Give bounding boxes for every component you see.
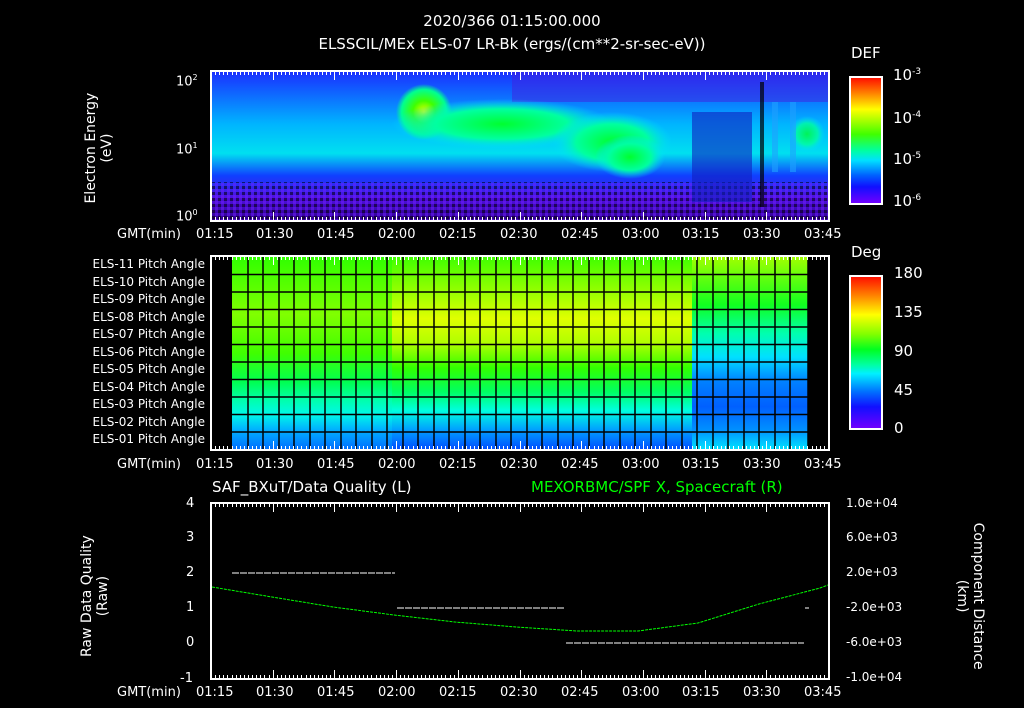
pitch-grid (232, 257, 809, 449)
pitch-canvas (232, 257, 809, 449)
right-tick-2e3: 2.0e+03 (846, 565, 898, 579)
ytick-energy-10: 101 (176, 141, 198, 158)
data-quality-line-plot (210, 502, 830, 680)
time-ticks-1: 01:15 01:30 01:45 02:00 02:15 02:30 02:4… (196, 227, 842, 242)
right-tick-neg1e4: -1.0e+04 (846, 670, 903, 684)
time-axis-label-2: GMT(min) (117, 457, 181, 472)
left-tick-2: 2 (186, 565, 195, 580)
def-tick-1e-3: 10-3 (893, 66, 922, 84)
data-quality-series (232, 572, 809, 644)
right-tick-neg2e3: -2.0e+03 (846, 600, 903, 614)
deg-tick-90: 90 (894, 342, 914, 360)
def-tick-1e-5: 10-5 (893, 150, 922, 168)
right-tick-6e3: 6.0e+03 (846, 530, 898, 544)
energy-axis-label: Electron Energy (eV) (82, 92, 115, 204)
time-axis-label-3: GMT(min) (117, 685, 181, 700)
left-tick-3: 3 (186, 530, 195, 545)
deg-tick-135: 135 (894, 303, 923, 321)
spacecraft-x-series (212, 584, 828, 632)
deg-colorbar-title: Deg (851, 243, 882, 261)
right-series-title: MEXORBMC/SPF X, Spacecraft (R) (531, 478, 783, 496)
plot-timestamp: 2020/366 01:15:00.000 (423, 12, 601, 30)
data-quality-axis-label: Raw Data Quality (Raw) (78, 535, 111, 657)
component-distance-axis-label: Component Distance (km) (954, 522, 987, 670)
spectrogram-canvas (212, 72, 828, 220)
time-ticks-2: 01:15 01:30 01:45 02:00 02:15 02:30 02:4… (196, 457, 842, 472)
def-colorbar (849, 76, 883, 205)
right-tick-neg6e3: -6.0e+03 (846, 635, 903, 649)
plot-subtitle: ELSSCIL/MEx ELS-07 LR-Bk (ergs/(cm**2-sr… (318, 35, 706, 53)
left-tick-1: 1 (186, 600, 195, 615)
time-axis-label-1: GMT(min) (117, 227, 181, 242)
def-colorbar-title: DEF (851, 44, 881, 62)
deg-tick-0: 0 (894, 419, 904, 437)
deg-tick-180: 180 (894, 264, 923, 282)
right-tick-1e4: 1.0e+04 (846, 496, 898, 510)
def-tick-1e-6: 10-6 (893, 192, 922, 210)
time-ticks-3: 01:15 01:30 01:45 02:00 02:15 02:30 02:4… (196, 685, 842, 700)
pitch-angle-heatmap (210, 255, 830, 451)
deg-tick-45: 45 (894, 381, 914, 399)
left-tick-neg1: -1 (180, 671, 193, 686)
deg-colorbar (849, 275, 883, 430)
left-series-title: SAF_BXuT/Data Quality (L) (212, 478, 412, 496)
def-tick-1e-4: 10-4 (893, 109, 922, 127)
ytick-energy-1: 100 (176, 208, 198, 225)
left-tick-4: 4 (186, 496, 195, 511)
energy-spectrogram (210, 70, 830, 222)
left-tick-0: 0 (186, 635, 195, 650)
ytick-energy-100: 102 (176, 73, 198, 90)
line-canvas (212, 572, 828, 644)
